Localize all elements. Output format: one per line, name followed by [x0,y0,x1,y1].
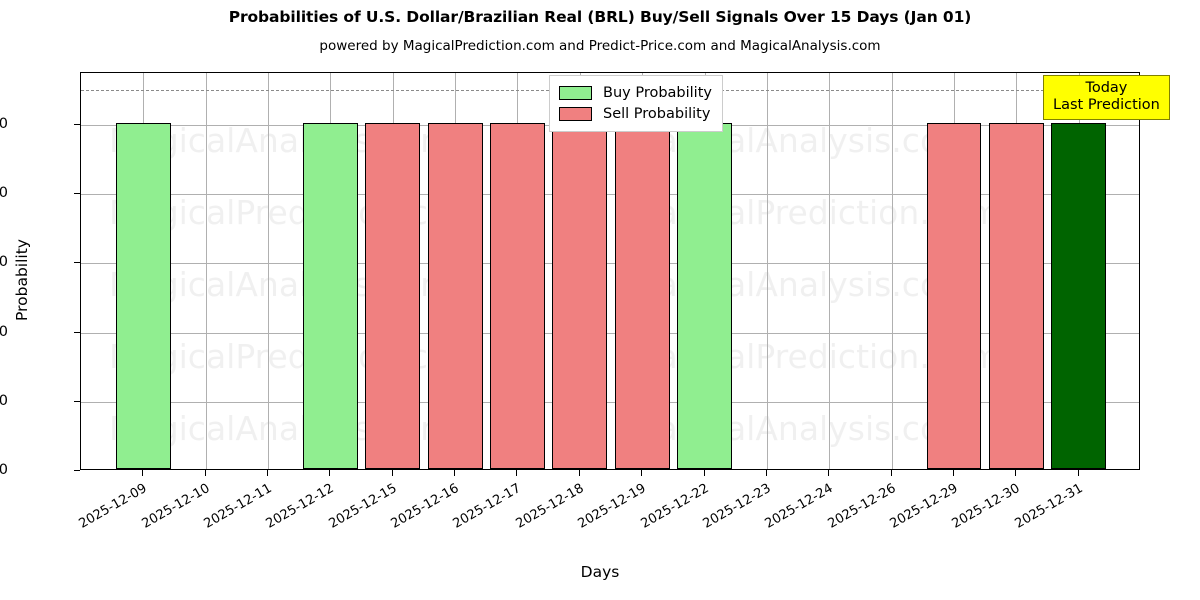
vertical-gridline [205,73,207,469]
vertical-gridline [766,73,768,469]
bar-2025-12-19 [614,122,670,469]
horizontal-gridline [81,332,1139,334]
x-tick-mark [641,470,643,476]
y-tick-label: 80 [0,185,8,202]
today-annotation: Today Last Prediction [1043,75,1170,120]
x-tick-mark [454,470,456,476]
horizontal-gridline [81,194,1139,196]
bar-2025-12-29 [926,122,982,469]
today-annotation-line2: Last Prediction [1053,97,1160,113]
bar-2025-12-12 [302,122,358,469]
legend-item: Sell Probability [559,103,712,124]
x-tick-mark [578,470,580,476]
x-axis-label: Days [580,563,620,581]
x-tick-mark [516,470,518,476]
chart-title: Probabilities of U.S. Dollar/Brazilian R… [228,8,972,26]
y-tick-label: 60 [0,254,8,271]
bar-2025-12-17 [490,122,545,469]
bar-2025-12-18 [552,122,608,469]
x-tick-mark [952,470,954,476]
x-tick-mark [703,470,705,476]
y-tick-mark [74,262,80,264]
x-tick-mark [828,470,830,476]
legend-label: Sell Probability [603,105,711,122]
legend-swatch-sell [559,106,592,121]
bar-2025-12-30 [988,122,1044,469]
x-tick-mark [890,470,892,476]
horizontal-gridline [81,401,1139,403]
y-tick-label: 40 [0,323,8,340]
legend-item: Buy Probability [559,82,712,103]
y-axis-label: Probability [13,239,31,321]
horizontal-gridline [81,263,1139,265]
x-tick-mark [142,470,144,476]
vertical-gridline [829,73,831,469]
bar-2025-12-22 [677,122,732,469]
y-tick-mark [74,123,80,125]
today-annotation-line1: Today [1085,80,1128,96]
legend-label: Buy Probability [603,84,712,101]
x-tick-mark [1077,470,1079,476]
y-tick-label: 20 [0,392,8,409]
x-tick-mark [204,470,206,476]
y-tick-mark [74,400,80,402]
vertical-gridline [891,73,893,469]
chart-subtitle: powered by MagicalPrediction.com and Pre… [319,38,881,54]
y-tick-label: 100 [0,115,8,132]
y-tick-mark [74,331,80,333]
bar-2025-12-31 [1051,122,1107,469]
x-tick-mark [1015,470,1017,476]
x-tick-mark [267,470,269,476]
x-tick-mark [329,470,331,476]
y-tick-mark [74,193,80,195]
bar-2025-12-16 [427,122,483,469]
vertical-gridline [268,73,270,469]
y-tick-mark [74,470,80,471]
y-tick-label: 0 [0,462,8,478]
legend-swatch-buy [559,85,592,100]
x-tick-mark [765,470,767,476]
chart-legend: Buy Probability Sell Probability [549,75,723,132]
bar-2025-12-09 [115,122,171,469]
bar-2025-12-15 [365,122,421,469]
x-tick-mark [391,470,393,476]
